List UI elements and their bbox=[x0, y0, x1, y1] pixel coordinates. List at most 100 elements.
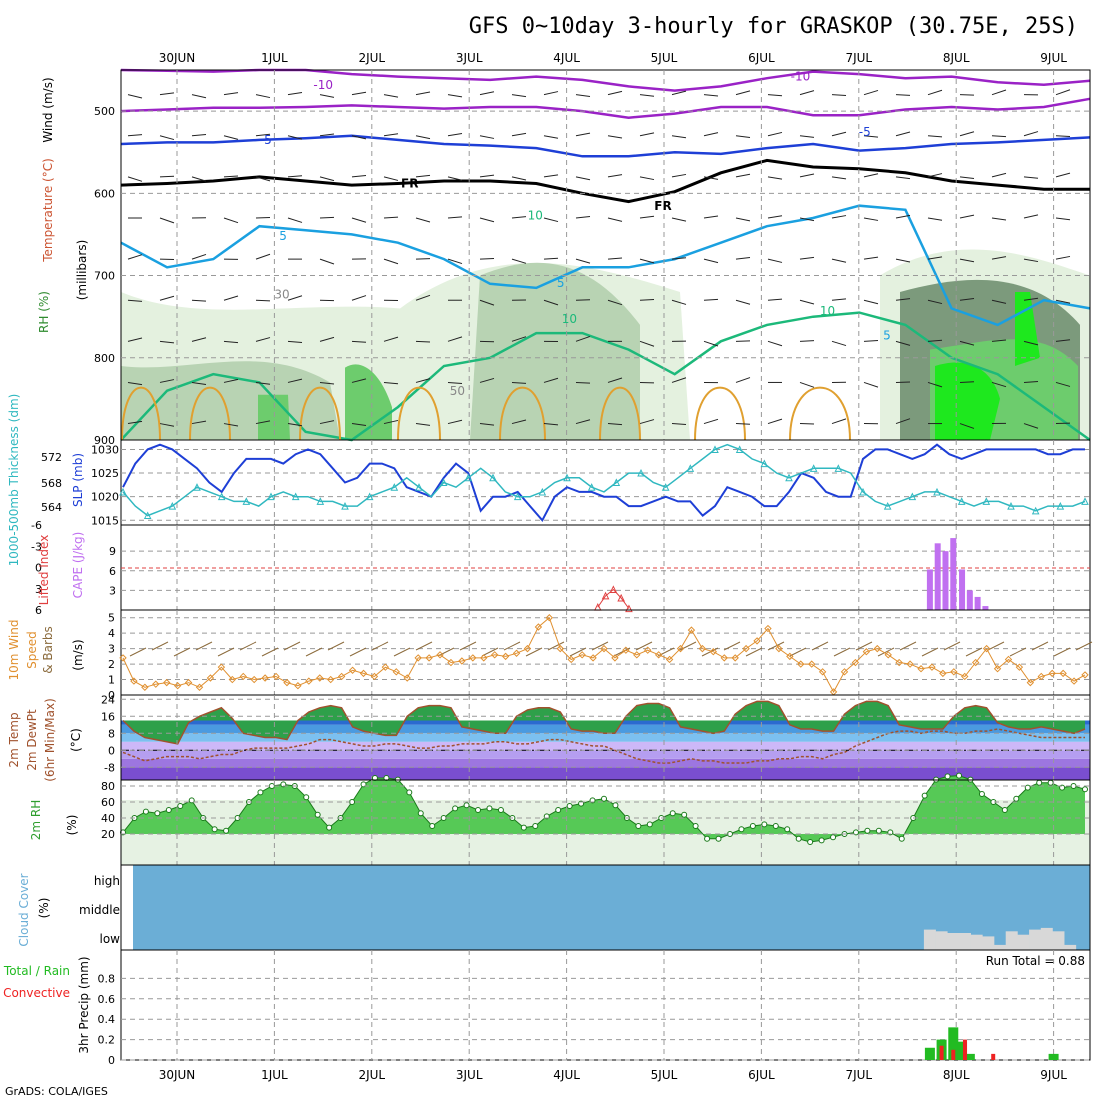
thickness-marker bbox=[291, 492, 300, 501]
rh-marker bbox=[486, 805, 493, 812]
wind-barb bbox=[671, 299, 687, 305]
wind-barb bbox=[767, 340, 783, 347]
wind10-barb bbox=[327, 641, 345, 651]
wind10-barb bbox=[767, 641, 785, 651]
wind10-barb bbox=[723, 641, 741, 651]
wind-speed-marker bbox=[993, 665, 1002, 673]
wind-barb bbox=[831, 176, 847, 180]
wind-barb bbox=[991, 172, 1007, 178]
wind-barb bbox=[191, 176, 207, 182]
wind-barb bbox=[863, 256, 879, 260]
wind-barb bbox=[351, 378, 367, 383]
wind-speed-marker bbox=[895, 658, 903, 667]
rh-marker bbox=[601, 795, 607, 802]
wind-speed-marker bbox=[840, 668, 849, 676]
wind-tick: 3 bbox=[108, 643, 115, 656]
rh-marker bbox=[761, 821, 768, 828]
wind10-barb bbox=[1009, 647, 1027, 657]
thickness-marker bbox=[217, 492, 226, 501]
rh-tick: 60 bbox=[101, 796, 115, 809]
wind-barb bbox=[223, 92, 239, 96]
wind-speed-marker bbox=[797, 660, 805, 668]
wind-speed-marker bbox=[1081, 671, 1089, 679]
wind-tick: 1 bbox=[108, 674, 115, 687]
wind-speed-marker bbox=[173, 682, 182, 690]
x-label-bottom: 2JUL bbox=[358, 1068, 385, 1082]
wind10-barb bbox=[393, 647, 411, 657]
rh-area-mid bbox=[470, 262, 640, 440]
wind-barb bbox=[255, 94, 271, 99]
wind-speed-marker bbox=[119, 654, 127, 662]
wind-speed-marker bbox=[1048, 669, 1056, 678]
wind-barb bbox=[255, 253, 271, 260]
wind-barb bbox=[735, 377, 751, 383]
temp-ylabel-1: 2m Temp bbox=[7, 712, 21, 767]
temp-ylabel-4: (°C) bbox=[69, 728, 83, 752]
wind-barb bbox=[575, 335, 591, 342]
wind-barb bbox=[191, 420, 207, 425]
wind-barb bbox=[511, 381, 527, 384]
wind-barb bbox=[383, 336, 399, 342]
wind10-barb bbox=[1075, 641, 1093, 651]
wind-tick: 2 bbox=[108, 658, 115, 671]
thickness-marker bbox=[489, 473, 497, 482]
wind-barb bbox=[479, 257, 495, 260]
wind-barb bbox=[255, 299, 271, 302]
wind-speed-marker bbox=[1070, 677, 1078, 685]
wind10-barb bbox=[415, 641, 433, 651]
rh-marker bbox=[165, 807, 172, 813]
upper-ylabel-rh: RH (%) bbox=[37, 291, 51, 333]
contour-neg10 bbox=[120, 97, 1091, 119]
wind-barb bbox=[991, 339, 1007, 342]
wind-speed-line bbox=[122, 616, 1086, 693]
rh-marker bbox=[452, 805, 459, 812]
wind10-barb bbox=[349, 647, 367, 657]
wind-barb bbox=[607, 299, 623, 306]
cloud-level-label: high bbox=[94, 874, 120, 888]
wind-barb bbox=[287, 135, 303, 140]
li-marker bbox=[609, 585, 618, 593]
wind-barb bbox=[639, 132, 655, 137]
wind-speed-marker bbox=[982, 644, 991, 653]
wind-speed-marker bbox=[731, 654, 739, 662]
rh-marker bbox=[1001, 807, 1008, 813]
wind-barb bbox=[159, 295, 175, 301]
wind-speed-marker bbox=[337, 672, 346, 681]
wind-speed-marker bbox=[141, 683, 149, 691]
precip-tick: 0 bbox=[108, 1054, 115, 1067]
wind-barb bbox=[447, 94, 463, 98]
thickness-marker bbox=[859, 487, 867, 496]
wind-barb bbox=[863, 299, 879, 305]
wind-barb bbox=[927, 89, 943, 96]
wind-barb bbox=[319, 336, 335, 342]
wind-barb bbox=[543, 135, 559, 139]
wind10-barb bbox=[745, 647, 763, 657]
wind-barb bbox=[639, 94, 655, 97]
x-label-bottom: 3JUL bbox=[456, 1068, 483, 1082]
thickness-marker bbox=[513, 492, 522, 501]
wind-speed-marker bbox=[523, 644, 532, 653]
rh-marker bbox=[612, 802, 619, 809]
li-tick: -3 bbox=[31, 540, 42, 553]
thickness-marker bbox=[563, 473, 571, 482]
x-label-bottom: 6JUL bbox=[748, 1068, 775, 1082]
wind-barb bbox=[767, 176, 783, 180]
wind-barb bbox=[383, 216, 399, 219]
wind-barb bbox=[159, 423, 175, 427]
x-label-top: 1JUL bbox=[261, 51, 288, 65]
wind-speed-marker bbox=[272, 672, 280, 681]
cape-bar bbox=[966, 590, 973, 610]
contour-15 bbox=[121, 386, 161, 441]
wind-speed-marker bbox=[873, 644, 882, 653]
precip-tick: 0.6 bbox=[98, 993, 116, 1006]
wind-barb bbox=[511, 176, 527, 181]
wind-speed-marker bbox=[152, 680, 160, 688]
rh-marker bbox=[921, 792, 928, 799]
wind-barb bbox=[1055, 135, 1071, 137]
wind-barb bbox=[703, 215, 719, 219]
low-cloud-bar bbox=[1005, 931, 1018, 950]
li-marker bbox=[617, 593, 625, 602]
wind-speed-marker bbox=[480, 654, 488, 662]
low-cloud-bar bbox=[1052, 931, 1065, 950]
pressure-tick: 800 bbox=[94, 352, 115, 365]
